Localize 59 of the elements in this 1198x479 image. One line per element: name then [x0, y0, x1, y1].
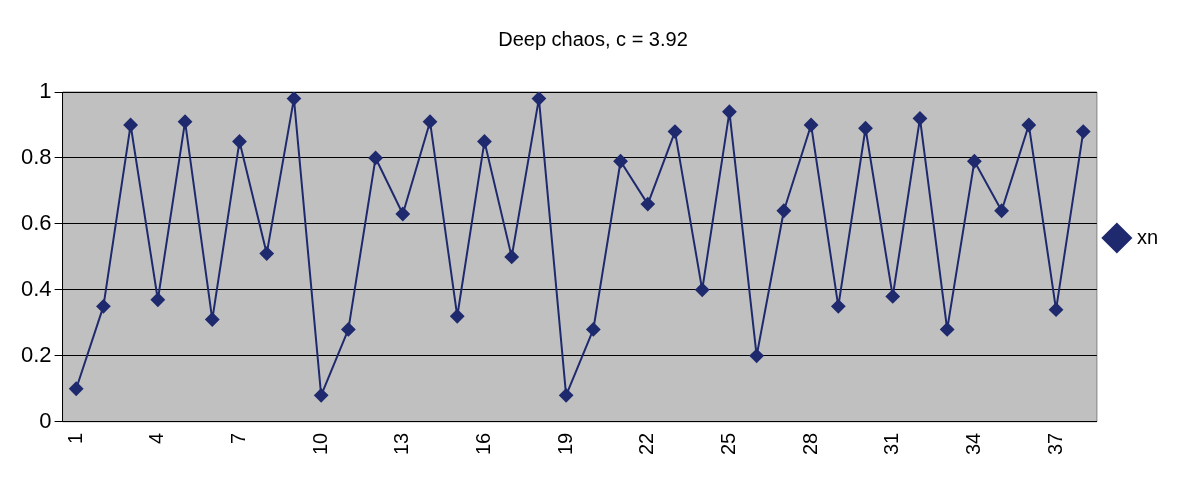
legend-label: xn [1136, 225, 1158, 248]
point [123, 117, 138, 132]
point [967, 154, 982, 169]
x-tick-label: 1 [63, 432, 86, 444]
y-tick-label: 0.2 [20, 341, 52, 367]
point [531, 92, 546, 106]
x-tick-label: 16 [471, 432, 494, 455]
x-tick-label: 25 [716, 432, 739, 455]
point [341, 322, 356, 337]
chart-title: Deep chaos, c = 3.92 [498, 27, 688, 50]
point [613, 154, 628, 169]
point [667, 124, 682, 139]
point [804, 117, 819, 132]
point [640, 197, 655, 212]
x-tick-label: 19 [553, 432, 576, 455]
y-tick-label: 0.6 [20, 209, 52, 235]
point [722, 104, 737, 119]
point [1021, 117, 1036, 132]
point [1049, 302, 1064, 317]
point [395, 207, 410, 222]
y-tick-label: 1 [39, 78, 52, 104]
x-tick-label: 28 [798, 432, 821, 455]
x-tick-label: 4 [145, 432, 168, 444]
point [205, 312, 220, 327]
point [450, 309, 465, 324]
point [695, 282, 710, 297]
point [586, 322, 601, 337]
point [994, 203, 1009, 218]
point [314, 388, 329, 403]
point [178, 114, 193, 129]
point [477, 134, 492, 149]
point [504, 249, 519, 264]
y-tick-label: 0 [39, 407, 52, 433]
point [559, 388, 574, 403]
point [286, 92, 301, 106]
x-tick-label: 10 [308, 432, 331, 455]
point [368, 150, 383, 165]
point [1076, 124, 1091, 139]
x-tick-label: 31 [880, 432, 903, 455]
point [858, 121, 873, 136]
point [423, 114, 438, 129]
point [96, 299, 111, 314]
y-tick-label: 0.4 [20, 275, 52, 301]
x-tick-label: 34 [961, 432, 984, 455]
x-tick-label: 22 [635, 432, 658, 455]
x-tick-label: 13 [390, 432, 413, 455]
point [776, 203, 791, 218]
point [232, 134, 247, 149]
point [912, 111, 927, 126]
point [69, 381, 84, 396]
y-tick-label: 0.8 [20, 144, 52, 170]
point [749, 348, 764, 363]
point [831, 299, 846, 314]
point [259, 246, 274, 261]
point [150, 292, 165, 307]
point [885, 289, 900, 304]
point [940, 322, 955, 337]
x-tick-label: 37 [1043, 432, 1066, 455]
x-tick-label: 7 [227, 432, 250, 444]
